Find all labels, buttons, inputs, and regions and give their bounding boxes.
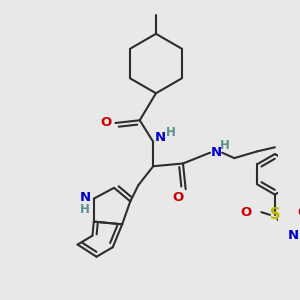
Text: N: N (80, 191, 91, 204)
Text: N: N (211, 146, 222, 159)
Text: O: O (100, 116, 112, 130)
Text: O: O (298, 206, 300, 219)
Text: S: S (270, 207, 280, 222)
Text: O: O (172, 191, 183, 204)
Text: H: H (220, 140, 230, 152)
Text: O: O (241, 206, 252, 219)
Text: N: N (154, 131, 166, 144)
Text: H: H (80, 203, 89, 216)
Text: N: N (288, 229, 299, 242)
Text: H: H (166, 126, 176, 139)
